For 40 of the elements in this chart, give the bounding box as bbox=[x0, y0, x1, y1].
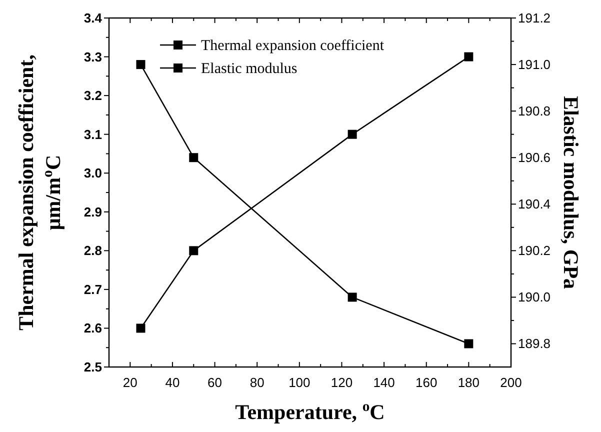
legend-label: Elastic modulus bbox=[201, 61, 298, 77]
y-tick-label: 3.4 bbox=[84, 10, 103, 26]
y-tick-label: 3.3 bbox=[84, 49, 102, 64]
point bbox=[136, 60, 146, 70]
y2-tick-label: 190.2 bbox=[518, 243, 551, 258]
x-axis-title: Temperature, $^{o}$C bbox=[235, 399, 385, 424]
y-tick-label: 2.5 bbox=[84, 360, 102, 374]
y2-tick-label: 190.0 bbox=[518, 290, 551, 305]
x-tick-label: 80 bbox=[250, 375, 264, 390]
x-tick-label: 120 bbox=[330, 375, 353, 390]
point bbox=[464, 52, 474, 62]
x-tick-label: 180 bbox=[458, 375, 480, 390]
point bbox=[464, 339, 474, 348]
point bbox=[348, 292, 357, 302]
y2-tick-label: 190.8 bbox=[518, 104, 551, 119]
legend-label: Thermal expansion coefficient bbox=[201, 38, 385, 54]
y2-tick-label: 190.4 bbox=[518, 196, 551, 212]
x-tick-label: 140 bbox=[373, 375, 395, 390]
x-tick-label: 40 bbox=[165, 375, 180, 390]
x-tick-label: 100 bbox=[288, 375, 310, 390]
y-tick-label: 2.7 bbox=[84, 282, 102, 297]
y2-tick-label: 191.0 bbox=[518, 57, 551, 72]
y-tick-label: 3.1 bbox=[84, 126, 102, 142]
y-tick-label: 2.6 bbox=[84, 320, 102, 336]
y2-axis-title: Elastic modulus, GPa bbox=[559, 96, 583, 290]
point bbox=[189, 246, 198, 256]
point bbox=[189, 153, 198, 162]
point bbox=[136, 324, 146, 333]
y-tick-label: 2.8 bbox=[84, 243, 102, 258]
y2-tick-label: 189.8 bbox=[518, 336, 551, 352]
x-tick-label: 160 bbox=[416, 375, 438, 390]
y-tick-label: 3.0 bbox=[84, 166, 102, 181]
x-tick-label: 200 bbox=[500, 375, 522, 390]
x-tick-label: 60 bbox=[208, 375, 222, 390]
y-tick-label: 3.2 bbox=[84, 88, 102, 104]
x-tick-label: 20 bbox=[122, 375, 138, 390]
y2-tick-label: 190.6 bbox=[518, 150, 551, 166]
point bbox=[348, 130, 357, 139]
y2-tick-label: 191.2 bbox=[518, 10, 551, 26]
y-tick-label: 2.9 bbox=[84, 204, 102, 220]
